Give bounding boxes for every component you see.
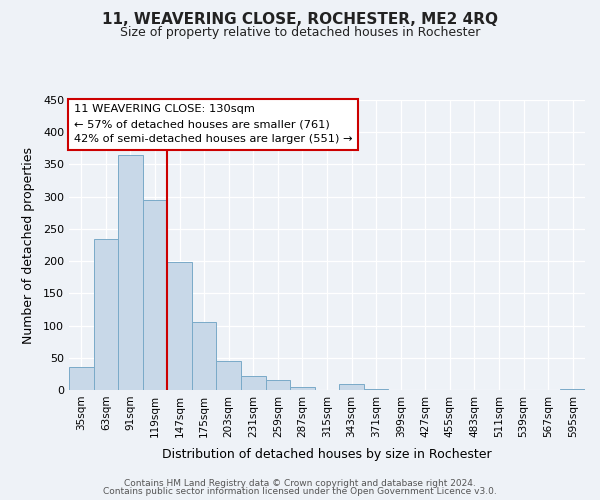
Text: 11, WEAVERING CLOSE, ROCHESTER, ME2 4RQ: 11, WEAVERING CLOSE, ROCHESTER, ME2 4RQ xyxy=(102,12,498,28)
Bar xyxy=(94,238,118,390)
Bar xyxy=(192,322,217,390)
Bar xyxy=(560,388,585,390)
Bar xyxy=(339,384,364,390)
Text: 11 WEAVERING CLOSE: 130sqm
← 57% of detached houses are smaller (761)
42% of sem: 11 WEAVERING CLOSE: 130sqm ← 57% of deta… xyxy=(74,104,353,144)
Text: Contains HM Land Registry data © Crown copyright and database right 2024.: Contains HM Land Registry data © Crown c… xyxy=(124,478,476,488)
Bar xyxy=(118,155,143,390)
Bar xyxy=(143,200,167,390)
Text: Size of property relative to detached houses in Rochester: Size of property relative to detached ho… xyxy=(120,26,480,39)
Bar xyxy=(217,361,241,390)
Text: Contains public sector information licensed under the Open Government Licence v3: Contains public sector information licen… xyxy=(103,487,497,496)
Bar xyxy=(69,368,94,390)
Y-axis label: Number of detached properties: Number of detached properties xyxy=(22,146,35,344)
Bar xyxy=(167,262,192,390)
X-axis label: Distribution of detached houses by size in Rochester: Distribution of detached houses by size … xyxy=(162,448,492,461)
Bar xyxy=(266,380,290,390)
Bar xyxy=(241,376,266,390)
Bar xyxy=(290,388,315,390)
Bar xyxy=(364,388,388,390)
